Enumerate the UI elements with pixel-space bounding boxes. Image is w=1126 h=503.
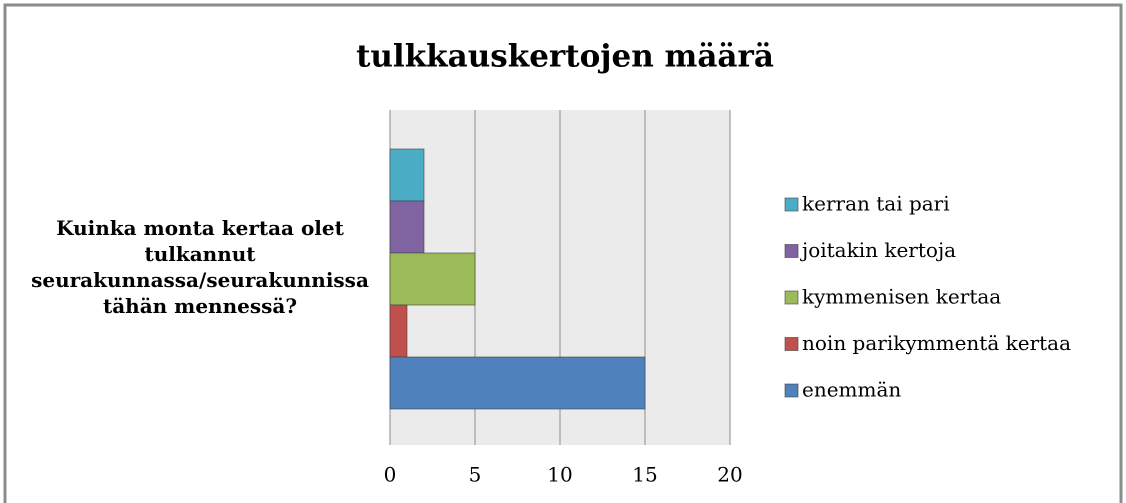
legend-label: noin parikymmentä kertaa: [802, 331, 1071, 355]
bar: [389, 148, 425, 202]
chart-title: tulkkauskertojen määrä: [356, 39, 774, 75]
legend-swatch: [784, 383, 799, 398]
legend-label: kymmenisen kertaa: [802, 285, 1001, 309]
x-tick-label: 10: [547, 463, 572, 487]
bar: [389, 304, 408, 358]
bar: [389, 200, 425, 254]
x-tick-label: 0: [384, 463, 397, 487]
bar: [389, 356, 646, 410]
x-tick-label: 5: [469, 463, 482, 487]
x-tick-label: 20: [717, 463, 742, 487]
bar: [389, 252, 476, 306]
category-label: Kuinka monta kertaa olet tulkannut seura…: [31, 216, 369, 318]
x-tick-label: 15: [632, 463, 657, 487]
frame: [3, 3, 1123, 503]
legend-label: kerran tai pari: [802, 192, 950, 216]
legend-label: enemmän: [802, 378, 901, 402]
legend-swatch: [784, 290, 799, 305]
legend-swatch: [784, 197, 799, 212]
legend-label: joitakin kertoja: [800, 238, 956, 262]
legend-swatch: [784, 337, 799, 351]
legend-swatch: [784, 244, 799, 258]
